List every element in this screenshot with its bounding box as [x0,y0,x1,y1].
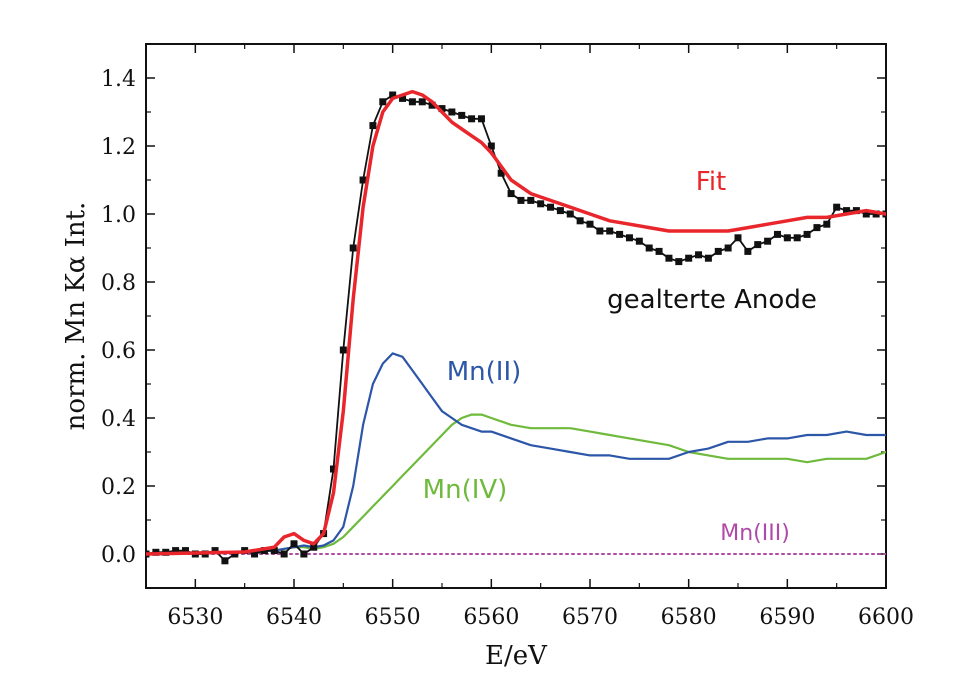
y-axis-title: norm. Mn Kα Int. [61,202,91,431]
x-tick-label: 6560 [463,605,519,630]
data-point-gealterte-anode [231,550,239,558]
data-point-gealterte-anode [734,234,742,242]
data-point-gealterte-anode [329,465,337,473]
data-point-gealterte-anode [477,115,485,123]
data-point-gealterte-anode [310,543,318,551]
data-point-gealterte-anode [497,169,505,177]
data-point-gealterte-anode [399,94,407,102]
data-point-gealterte-anode [616,230,624,238]
data-point-gealterte-anode [547,203,555,211]
data-point-gealterte-anode [487,142,495,150]
x-axis-title: E/eV [485,641,548,671]
data-point-gealterte-anode [507,190,515,198]
data-point-gealterte-anode [468,115,476,123]
data-point-gealterte-anode [695,251,703,259]
y-tick-label: 1.2 [101,135,136,160]
data-point-gealterte-anode [458,111,466,119]
axes-layer: 6530 6540 6550 6560 6570 6580 6590 6600 0.0 0.2 0.… [61,43,914,671]
x-tick-label: 6580 [661,605,717,630]
data-point-gealterte-anode [438,105,446,113]
data-point-gealterte-anode [625,234,633,242]
data-point-gealterte-anode [379,98,387,106]
data-point-gealterte-anode [744,247,752,255]
data-point-gealterte-anode [793,234,801,242]
data-point-gealterte-anode [635,237,643,245]
series-line-mn-iv [146,413,886,556]
label-mn-ii: Mn(II) [447,357,522,387]
data-point-gealterte-anode [428,101,436,109]
data-point-gealterte-anode [349,244,357,252]
data-point-gealterte-anode [724,244,732,252]
data-point-gealterte-anode [714,247,722,255]
x-tick-label: 6590 [759,605,815,630]
data-point-gealterte-anode [704,254,712,262]
data-point-gealterte-anode [300,550,308,558]
y-tick-label: 0.0 [101,543,136,568]
y-tick-label: 0.8 [101,271,136,296]
data-point-gealterte-anode [260,547,268,555]
data-point-gealterte-anode [823,220,831,228]
y-tick-label: 1.0 [101,203,136,228]
data-point-gealterte-anode [251,550,259,558]
data-point-gealterte-anode [172,547,180,555]
series-line-fit [146,89,886,556]
x-tick-label: 6600 [858,605,914,630]
series-line-gealterte-anode [146,94,886,562]
label-mn-iv: Mn(IV) [423,475,508,505]
annotation-layer: Fit gealterte Anode Mn(II) Mn(IV) Mn(III) [423,167,817,546]
data-point-gealterte-anode [833,203,841,211]
data-point-gealterte-anode [764,237,772,245]
y-tick-label: 1.4 [101,67,136,92]
series-line-mn-ii [146,352,886,556]
plot-frame [145,43,887,589]
x-tick-label: 6550 [365,605,421,630]
data-point-gealterte-anode [290,540,298,548]
data-point-gealterte-anode [862,210,870,218]
data-point-gealterte-anode [339,346,347,354]
data-point-gealterte-anode [211,547,219,555]
series-layer [146,89,886,565]
data-point-gealterte-anode [596,227,604,235]
data-point-gealterte-anode [773,230,781,238]
data-point-gealterte-anode [576,217,584,225]
data-point-gealterte-anode [566,210,574,218]
data-point-gealterte-anode [586,220,594,228]
data-point-gealterte-anode [280,550,288,558]
data-point-gealterte-anode [359,176,367,184]
data-point-gealterte-anode [527,196,535,204]
data-point-gealterte-anode [665,254,673,262]
data-point-gealterte-anode [685,254,693,262]
y-tick-label: 0.6 [101,339,136,364]
label-mn-iii: Mn(III) [720,521,790,546]
label-fit: Fit [696,167,726,197]
data-point-gealterte-anode [537,200,545,208]
data-point-gealterte-anode [606,227,614,235]
data-point-gealterte-anode [270,547,278,555]
data-point-gealterte-anode [408,98,416,106]
data-point-gealterte-anode [843,207,851,215]
data-point-gealterte-anode [448,108,456,116]
data-point-gealterte-anode [556,207,564,215]
x-tick-label: 6530 [167,605,223,630]
data-point-gealterte-anode [754,241,762,249]
data-point-gealterte-anode [813,224,821,232]
data-point-gealterte-anode [783,234,791,242]
data-point-gealterte-anode [418,98,426,106]
x-tick-label: 6570 [562,605,618,630]
data-point-gealterte-anode [517,196,525,204]
label-gealterte-anode: gealterte Anode [607,285,817,315]
data-point-gealterte-anode [645,244,653,252]
y-tick-label: 0.4 [101,407,136,432]
x-tick-label: 6540 [266,605,322,630]
data-point-gealterte-anode [181,547,189,555]
data-point-gealterte-anode [803,230,811,238]
data-point-gealterte-anode [655,247,663,255]
data-point-gealterte-anode [675,258,683,266]
data-point-gealterte-anode [369,122,377,130]
data-point-gealterte-anode [389,91,397,99]
y-tick-label: 0.2 [101,475,136,500]
data-point-gealterte-anode [221,557,229,565]
